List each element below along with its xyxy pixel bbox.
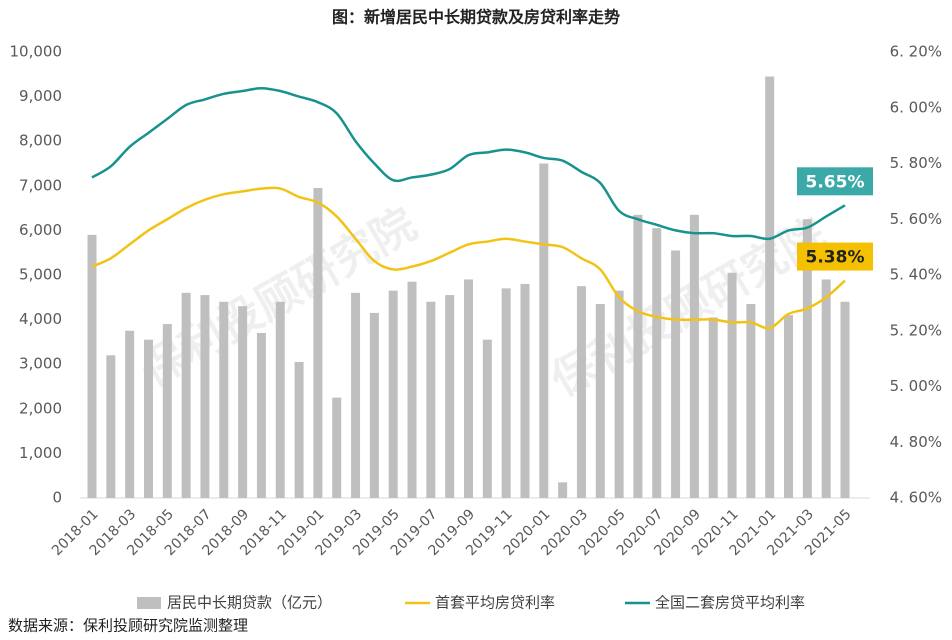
bar — [765, 76, 775, 498]
chart-title: 图：新增居民中长期贷款及房贷利率走势 — [332, 8, 620, 27]
y2-tick-label: 5. 00% — [890, 377, 942, 395]
y2-tick-label: 5. 20% — [890, 321, 942, 339]
y-tick-label: 0 — [52, 489, 62, 507]
bar — [520, 283, 530, 498]
bar — [162, 324, 172, 498]
bar — [219, 301, 229, 498]
bar — [802, 219, 812, 498]
y-tick-label: 10,000 — [10, 43, 63, 61]
bar — [125, 330, 135, 498]
bar — [708, 317, 718, 498]
y2-tick-label: 6. 20% — [890, 43, 942, 61]
y-tick-label: 6,000 — [19, 221, 62, 239]
bar — [313, 188, 323, 498]
y2-tick-label: 4. 80% — [890, 433, 942, 451]
bar — [576, 286, 586, 498]
bar — [332, 397, 342, 498]
bar — [614, 290, 624, 498]
bar — [652, 228, 662, 499]
bar — [539, 163, 549, 498]
bar — [407, 281, 417, 498]
y-tick-label: 3,000 — [19, 355, 62, 373]
bar — [464, 279, 473, 498]
bar — [256, 332, 266, 498]
y-tick-label: 5,000 — [19, 266, 62, 284]
y2-tick-label: 4. 60% — [890, 489, 942, 507]
bar — [445, 295, 455, 498]
bar — [369, 312, 379, 498]
y2-tick-label: 5. 40% — [890, 266, 942, 284]
line — [91, 86, 846, 241]
y2-tick-label: 5. 60% — [890, 210, 942, 228]
value-label: 5.38% — [806, 248, 865, 268]
y-tick-label: 9,000 — [19, 87, 62, 105]
bar — [106, 355, 116, 498]
bar — [426, 301, 436, 498]
bar — [275, 301, 285, 498]
y2-tick-label: 6. 00% — [890, 98, 942, 116]
bar — [87, 234, 97, 499]
y-tick-label: 1,000 — [19, 444, 62, 462]
y-tick-label: 7,000 — [19, 176, 62, 194]
bar — [143, 339, 153, 498]
legend-label: 首套平均房贷利率 — [435, 594, 555, 612]
bar — [351, 292, 361, 498]
value-label-box — [797, 167, 873, 196]
y-tick-label: 8,000 — [19, 132, 62, 150]
bar — [746, 303, 756, 498]
bar — [294, 361, 304, 498]
bar — [501, 288, 511, 498]
bar — [388, 290, 398, 498]
source-note: 数据来源：保利投顾研究院监测整理 — [8, 617, 248, 635]
y-tick-label: 4,000 — [19, 310, 62, 328]
bar — [784, 315, 794, 498]
bar — [633, 214, 643, 499]
legend-label: 居民中长期贷款（亿元） — [167, 594, 332, 612]
bar — [727, 272, 737, 498]
value-label-box — [797, 242, 873, 271]
legend-label: 全国二套房贷平均利率 — [655, 594, 805, 612]
y2-tick-label: 5. 80% — [890, 154, 942, 172]
bar — [482, 339, 492, 498]
bar — [595, 303, 605, 498]
bar — [181, 292, 191, 498]
y-tick-label: 2,000 — [19, 399, 62, 417]
bar — [689, 214, 699, 499]
line — [91, 186, 846, 330]
value-label: 5.65% — [806, 172, 865, 192]
legend-swatch — [137, 597, 161, 609]
bar — [200, 295, 210, 498]
bar — [238, 306, 248, 498]
bar — [821, 279, 831, 498]
bar — [558, 482, 568, 498]
bar — [671, 250, 681, 498]
bar — [840, 301, 850, 498]
